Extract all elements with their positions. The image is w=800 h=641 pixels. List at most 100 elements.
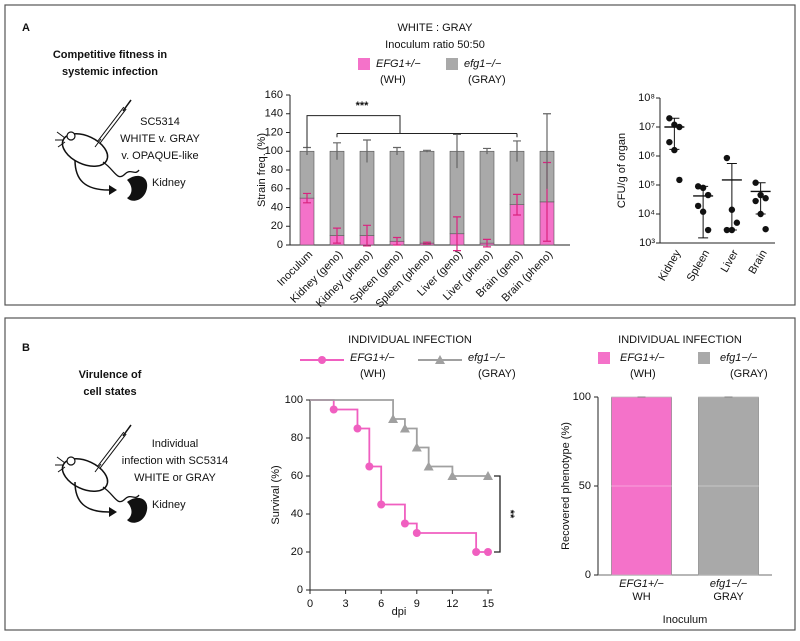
panel-letter: A xyxy=(22,22,30,34)
y-tick-label: 10³ xyxy=(639,237,655,249)
y-axis-label: CFU/g of organ xyxy=(616,133,628,208)
x-tick-label: Kidney xyxy=(656,248,683,284)
bar-segment xyxy=(419,150,435,244)
y-tick-label: 10⁷ xyxy=(639,121,655,133)
error-bar xyxy=(698,185,709,239)
significance-bracket xyxy=(494,475,501,553)
marker xyxy=(353,424,362,433)
y-axis-label: Survival (%) xyxy=(270,465,282,524)
error-bar xyxy=(423,241,431,245)
legend-tag: (GRAY) xyxy=(468,74,506,86)
chart-title: INDIVIDUAL INFECTION xyxy=(618,334,742,346)
significance-bracket xyxy=(306,115,518,148)
x-tick-label: efg1−/− xyxy=(710,578,748,590)
y-tick-label: 160 xyxy=(265,89,283,101)
legend-tag: (WH) xyxy=(380,74,406,86)
legend-label: EFG1+/− xyxy=(376,58,421,70)
y-tick-label: 60 xyxy=(291,470,303,482)
x-tick-sublabel: GRAY xyxy=(713,591,744,603)
y-tick-label: 0 xyxy=(277,239,283,251)
x-tick-label: Spleen xyxy=(685,248,713,284)
strain-text: WHITE or GRAY xyxy=(134,472,216,484)
error-bar xyxy=(393,146,401,155)
error-bar xyxy=(453,133,461,169)
legend-tag: (WH) xyxy=(360,368,386,380)
data-point xyxy=(704,191,712,199)
panel-letter: B xyxy=(22,342,30,354)
y-tick-label: 0 xyxy=(585,569,591,581)
organ-label: Kidney xyxy=(152,177,186,189)
bar xyxy=(611,396,672,576)
x-tick-sublabel: WH xyxy=(632,591,650,603)
marker xyxy=(400,519,409,528)
legend-tag: (WH) xyxy=(630,368,656,380)
x-tick-label: 3 xyxy=(343,598,349,610)
strain-text: Individual xyxy=(152,438,198,450)
bar-segment xyxy=(299,197,315,246)
marker xyxy=(435,355,445,364)
panel-frame xyxy=(4,4,796,306)
x-tick-label: 6 xyxy=(378,598,384,610)
marker xyxy=(412,529,421,537)
marker xyxy=(484,548,492,556)
y-tick-label: 100 xyxy=(265,145,283,157)
y-axis-label: Strain freq. (%) xyxy=(256,133,268,207)
panel-frame xyxy=(4,317,796,631)
x-tick-label: EFG1+/− xyxy=(619,578,664,590)
bar-segment xyxy=(389,150,405,242)
error-bar xyxy=(483,147,491,155)
error-bar xyxy=(333,142,341,160)
panel-heading: Virulence of xyxy=(79,369,142,381)
marker xyxy=(472,548,481,556)
data-point xyxy=(694,202,702,210)
error-bar xyxy=(513,140,521,162)
error-bar xyxy=(543,113,551,189)
x-tick-label: 0 xyxy=(307,598,313,610)
chart-title: WHITE : GRAY xyxy=(398,22,474,34)
y-tick-label: 80 xyxy=(291,432,303,444)
y-tick-label: 100 xyxy=(285,394,303,406)
marker xyxy=(399,423,410,433)
legend-label: efg1−/− xyxy=(720,352,758,364)
x-tick-label: 9 xyxy=(414,598,420,610)
error-bar xyxy=(669,117,680,150)
bar-segment xyxy=(299,150,315,199)
y-tick-label: 50 xyxy=(579,480,591,492)
data-point xyxy=(762,195,769,202)
marker xyxy=(329,405,338,414)
marker xyxy=(377,500,386,509)
y-tick-label: 120 xyxy=(265,126,283,138)
legend-swatch xyxy=(446,58,458,70)
legend-swatch xyxy=(358,58,370,70)
x-tick-label: 15 xyxy=(482,598,494,610)
y-axis-label: Recovered phenotype (%) xyxy=(560,422,572,550)
panel-heading: cell states xyxy=(83,386,136,398)
y-tick-label: 0 xyxy=(297,584,303,596)
error-bar xyxy=(755,182,766,215)
error-bar xyxy=(393,236,401,246)
legend-swatch xyxy=(598,352,610,364)
x-tick-label: Brain xyxy=(747,248,770,276)
data-point xyxy=(723,154,731,162)
panel-heading: Competitive fitness in xyxy=(53,49,168,61)
error-bar xyxy=(726,163,737,231)
strain-text: infection with SC5314 xyxy=(122,455,228,467)
error-bar xyxy=(483,238,491,248)
y-tick-label: 10⁶ xyxy=(638,150,655,162)
legend-tag: (GRAY) xyxy=(730,368,768,380)
chart-subtitle: Inoculum ratio 50:50 xyxy=(385,39,485,51)
y-tick-label: 80 xyxy=(271,164,283,176)
legend-swatch xyxy=(698,352,710,364)
legend-label: efg1−/− xyxy=(464,58,502,70)
kidney-icon xyxy=(74,159,148,202)
significance-label: *** xyxy=(356,100,370,112)
y-tick-label: 10⁸ xyxy=(638,92,655,104)
y-tick-label: 20 xyxy=(271,220,283,232)
legend-label: efg1−/− xyxy=(468,352,506,364)
x-tick-label: 12 xyxy=(446,598,458,610)
strain-text: WHITE v. GRAY xyxy=(120,133,200,145)
error-bar xyxy=(513,193,521,216)
bar-segment xyxy=(479,150,495,244)
marker xyxy=(483,471,493,480)
